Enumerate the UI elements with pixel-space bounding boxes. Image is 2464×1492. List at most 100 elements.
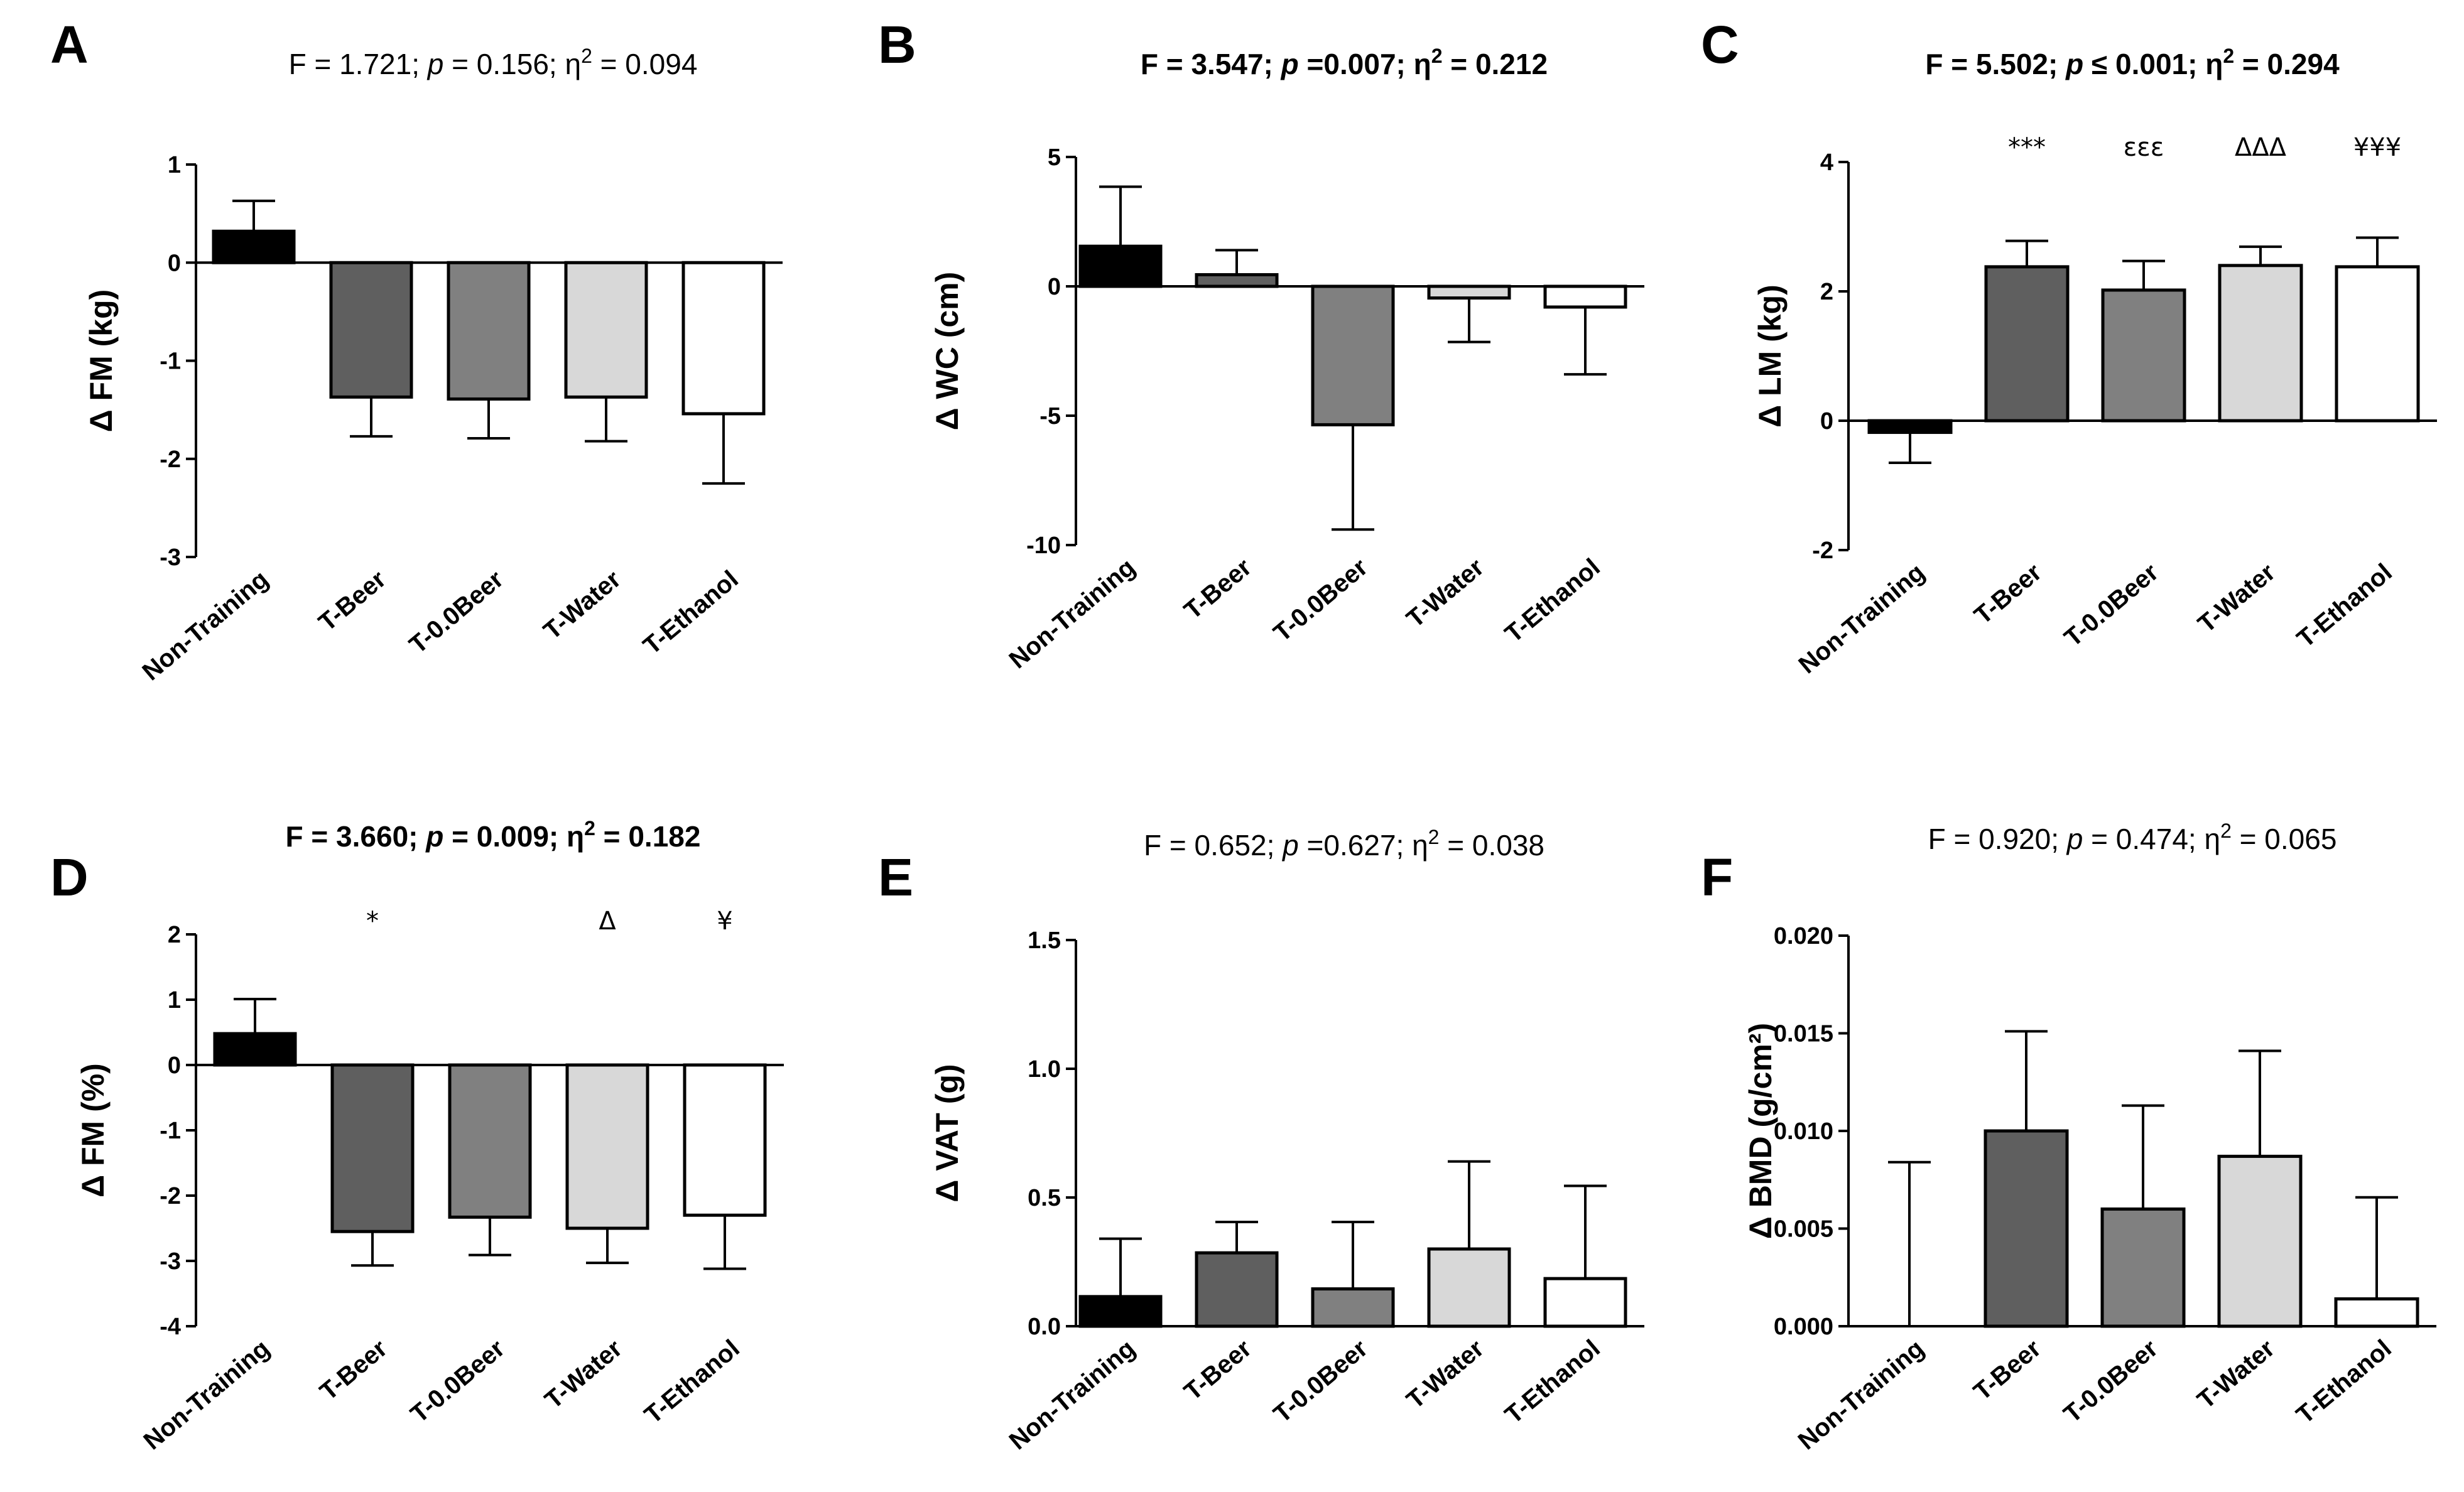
y-tick-label: -2 — [160, 1183, 181, 1209]
bar — [1984, 1129, 2069, 1328]
bar — [565, 1063, 649, 1230]
bar — [1543, 284, 1627, 309]
panel-letter: E — [878, 848, 913, 907]
bar — [1078, 244, 1163, 288]
significance-marker: *** — [2008, 133, 2046, 162]
category-label-non-training: Non-Training — [1794, 558, 1930, 679]
panel-b: B F = 3.547; p =0.007; η2 = 0.212 5 0 -5 -10 Δ… — [878, 15, 1644, 674]
category-label-t-beer: T-Beer — [1179, 1334, 1257, 1406]
significance-marker: * — [366, 907, 379, 936]
category-label-t-0-0beer: T-0.0Beer — [404, 565, 509, 659]
bar — [1195, 1251, 1279, 1328]
y-tick-label: 0 — [168, 250, 181, 276]
significance-marker: εεε — [2124, 133, 2164, 162]
y-axis-label: Δ WC (cm) — [930, 272, 965, 431]
category-label-t-ethanol: T-Ethanol — [2292, 558, 2397, 653]
category-label-non-training: Non-Training — [139, 1334, 275, 1455]
y-tick-label: 0.0 — [1028, 1314, 1061, 1340]
y-tick-label: 4 — [1820, 149, 1833, 176]
y-tick-label: 5 — [1048, 144, 1061, 171]
significance-marker: ¥ — [717, 907, 732, 936]
y-tick-label: 2 — [1820, 279, 1833, 305]
category-label-t-beer: T-Beer — [1969, 558, 2047, 630]
y-tick-label: 0.000 — [1774, 1314, 1833, 1340]
significance-marker: Δ — [599, 907, 616, 936]
y-tick-label: -4 — [160, 1314, 181, 1340]
bar — [329, 261, 413, 399]
bar — [1427, 1247, 1511, 1328]
y-tick-label: 0.020 — [1774, 923, 1833, 949]
y-tick-label: 0.010 — [1774, 1118, 1833, 1145]
bar — [212, 229, 296, 264]
category-label-t-water: T-Water — [2192, 1334, 2280, 1414]
significance-marker: ΔΔΔ — [2235, 133, 2287, 162]
y-tick-label: 1.0 — [1028, 1056, 1061, 1083]
y-axis-label: Δ FM (kg) — [84, 289, 119, 433]
panel-stats-title: F = 3.660; p = 0.009; η2 = 0.182 — [286, 817, 701, 853]
y-tick-label: 0.005 — [1774, 1216, 1833, 1243]
bar — [1543, 1277, 1627, 1328]
bar — [1867, 419, 1953, 435]
y-tick-label: -3 — [160, 544, 181, 571]
panel-a: A F = 1.721; p = 0.156; η2 = 0.094 1 0 -1 -2 -… — [50, 15, 783, 686]
category-label-non-training: Non-Training — [1004, 1334, 1141, 1455]
category-label-t-ethanol: T-Ethanol — [2291, 1334, 2397, 1429]
panel-e: E F = 0.652; p =0.627; η2 = 0.038 1.5 1.0 0.… — [878, 826, 1644, 1455]
panel-stats-title: F = 0.652; p =0.627; η2 = 0.038 — [1144, 826, 1544, 862]
bar — [564, 261, 648, 399]
y-tick-label: 0 — [168, 1052, 181, 1079]
y-axis-label: Δ LM (kg) — [1752, 284, 1788, 428]
panel-letter: C — [1701, 15, 1739, 74]
category-label-t-beer: T-Beer — [313, 565, 391, 637]
y-tick-label: 2 — [168, 922, 181, 948]
panel-stats-title: F = 0.920; p = 0.474; η2 = 0.065 — [1928, 819, 2337, 855]
category-label-t-0-0beer: T-0.0Beer — [2060, 558, 2164, 652]
category-label-t-ethanol: T-Ethanol — [1500, 1334, 1605, 1429]
bar — [1195, 273, 1279, 288]
y-axis-label: Δ VAT (g) — [930, 1064, 965, 1202]
bar — [2217, 1154, 2303, 1328]
significance-marker: ¥¥¥ — [2353, 133, 2401, 162]
bar — [1427, 284, 1511, 300]
y-tick-label: -2 — [1812, 538, 1833, 564]
y-tick-label: -1 — [160, 349, 181, 375]
y-tick-label: 0.5 — [1028, 1185, 1061, 1211]
bar — [1311, 1287, 1395, 1328]
y-tick-label: 1 — [168, 987, 181, 1014]
panel-letter: F — [1701, 848, 1733, 907]
category-label-t-ethanol: T-Ethanol — [639, 1334, 745, 1429]
category-label-t-water: T-Water — [1401, 1334, 1489, 1414]
bar — [1078, 1295, 1163, 1328]
category-label-t-beer: T-Beer — [1968, 1334, 2046, 1406]
category-label-non-training: Non-Training — [1004, 553, 1141, 674]
panel-letter: A — [50, 15, 89, 74]
bar — [2100, 1207, 2186, 1328]
panel-stats-title: F = 1.721; p = 0.156; η2 = 0.094 — [289, 45, 698, 80]
y-tick-label: 1.5 — [1028, 927, 1061, 954]
y-tick-label: -1 — [160, 1118, 181, 1144]
category-label-t-ethanol: T-Ethanol — [638, 565, 744, 660]
bar — [2101, 288, 2186, 423]
bar — [447, 261, 531, 401]
category-label-t-ethanol: T-Ethanol — [1500, 553, 1605, 648]
panel-letter: D — [50, 848, 89, 907]
y-tick-label: 0.015 — [1774, 1021, 1833, 1047]
category-label-t-beer: T-Beer — [315, 1334, 393, 1406]
bar — [330, 1063, 415, 1233]
y-tick-label: -10 — [1026, 532, 1061, 559]
category-label-non-training: Non-Training — [1793, 1334, 1929, 1455]
y-tick-label: -3 — [160, 1248, 181, 1275]
y-tick-label: -2 — [160, 446, 181, 473]
bar — [681, 261, 766, 416]
bar — [1984, 265, 2070, 423]
y-axis-label: Δ BMD (g/cm²) — [1743, 1023, 1778, 1239]
y-axis-label: Δ FM (%) — [75, 1063, 111, 1197]
panel-d: D F = 3.660; p = 0.009; η2 = 0.182 2 1 0 -1 -2… — [50, 817, 784, 1455]
bar — [2218, 264, 2303, 423]
category-label-t-0-0beer: T-0.0Beer — [2059, 1334, 2163, 1428]
bar — [448, 1063, 532, 1219]
bar — [683, 1063, 767, 1217]
y-tick-label: 1 — [168, 152, 181, 178]
panel-c: C F = 5.502; p ≤ 0.001; η2 = 0.294 4 2 0 -2 Δ … — [1701, 15, 2437, 679]
